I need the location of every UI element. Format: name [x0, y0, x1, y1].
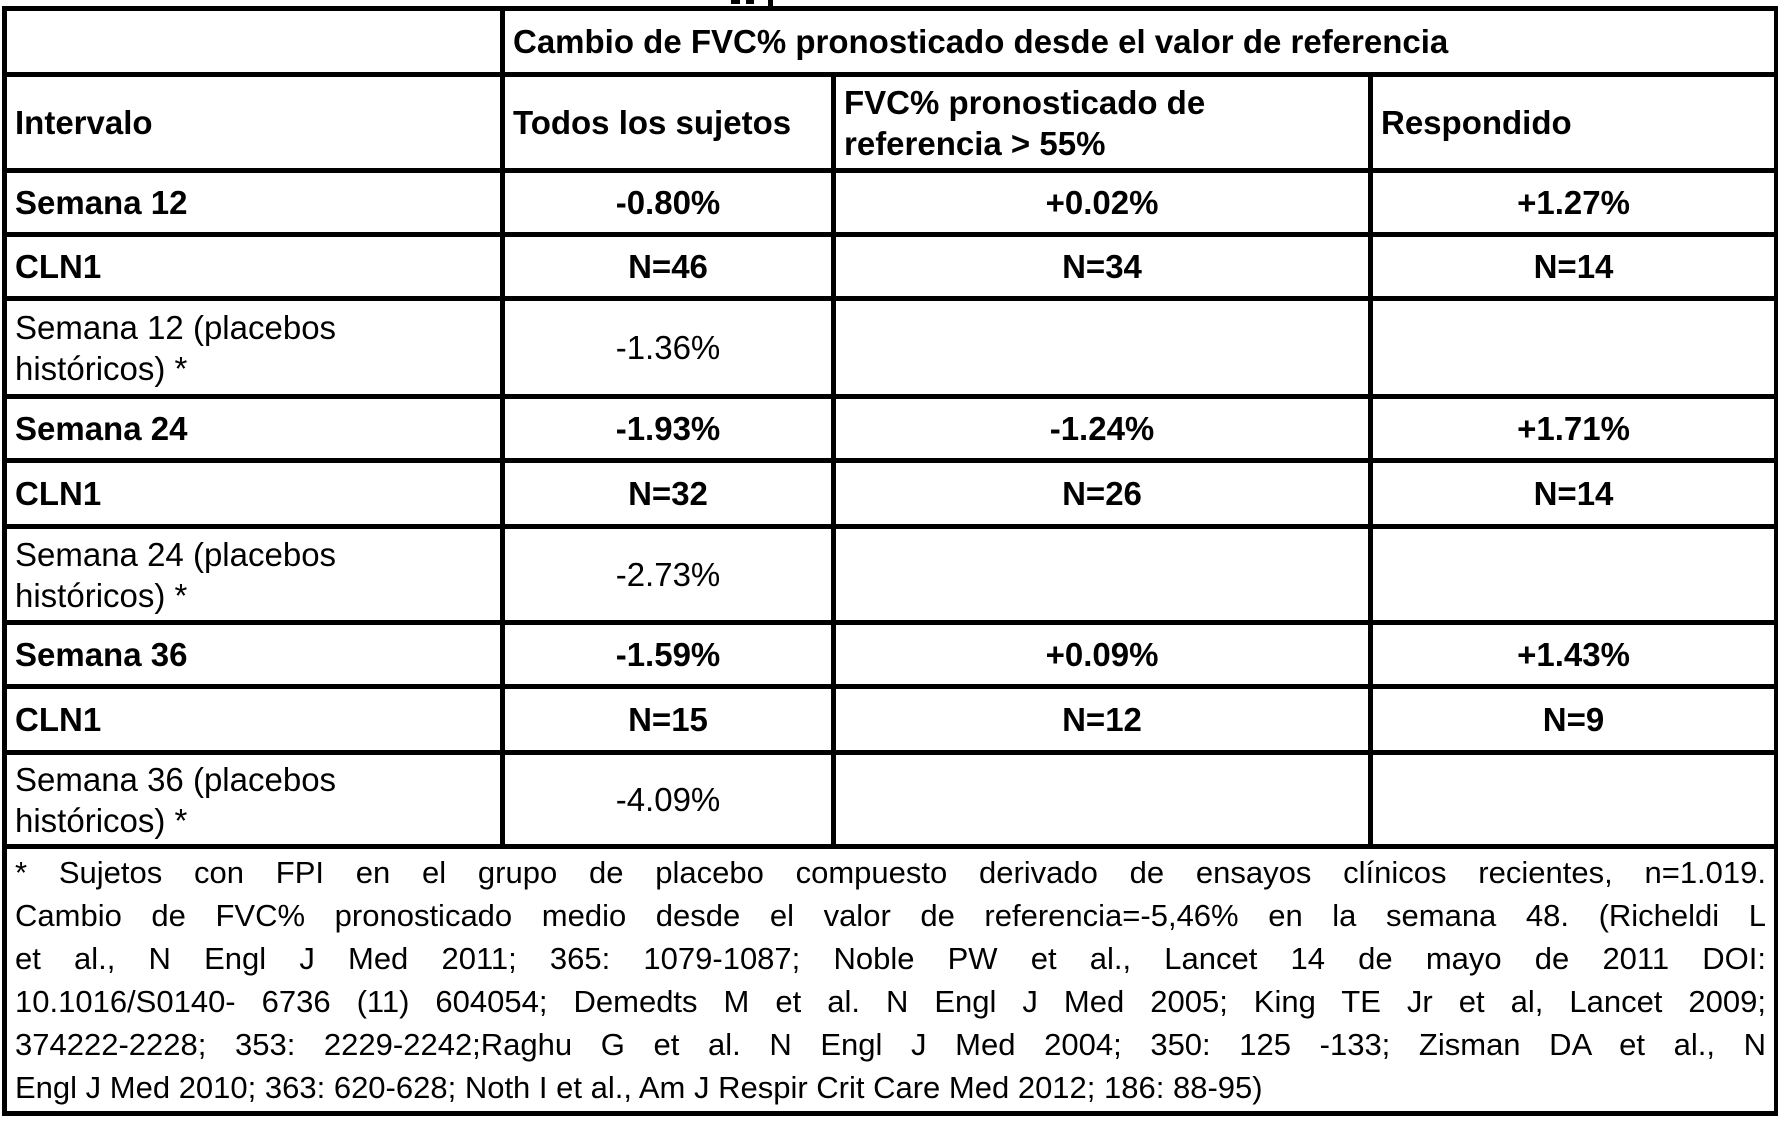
cell-value: N=14 [1367, 458, 1778, 529]
cell-value [1367, 296, 1778, 399]
fvc-change-table: Cambio de FVC% pronosticado desde el val… [1, 6, 1778, 1116]
footnote-row: * Sujetos con FPI en el grupo de placebo… [1, 844, 1778, 1116]
table-row-semana-24-placebos: Semana 24 (placebos históricos) * -2.73% [2, 524, 1778, 625]
cropped-text-remnant [731, 0, 740, 4]
cell-value: N=46 [500, 232, 836, 301]
row-label: CLN1 [2, 684, 505, 755]
cell-value: -1.59% [500, 620, 836, 689]
cell-value: N=26 [831, 458, 1373, 529]
footnote-line: 374222-2228; 353: 2229-2242;Raghu G et a… [15, 1027, 1767, 1062]
empty-corner-cell [2, 6, 505, 77]
cell-value: -1.36% [500, 296, 836, 399]
cell-value: +0.02% [831, 168, 1373, 237]
table-row-semana-24: Semana 24 -1.93% -1.24% +1.71% [2, 394, 1778, 463]
cell-value: N=32 [500, 458, 836, 529]
table-row-semana-12-placebos: Semana 12 (placebos históricos) * -1.36% [2, 296, 1778, 399]
table-row-semana-36-placebos: Semana 36 (placebos históricos) * -4.09% [2, 750, 1778, 849]
row-label: CLN1 [2, 458, 505, 529]
table-row-semana-36: Semana 36 -1.59% +0.09% +1.43% [2, 620, 1778, 689]
footnote-line: 10.1016/S0140- 6736 (11) 604054; Demedts… [15, 984, 1767, 1019]
cell-value: -1.93% [500, 394, 836, 463]
cell-value [1367, 750, 1778, 849]
cell-value [831, 524, 1373, 625]
col-header-respondido: Respondido [1367, 72, 1778, 173]
row-label: CLN1 [2, 232, 505, 301]
cell-value [1367, 524, 1778, 625]
cell-value: N=12 [831, 684, 1373, 755]
row-label: Semana 12 (placebos históricos) * [2, 296, 505, 399]
cell-value: N=15 [500, 684, 836, 755]
row-label: Semana 36 [2, 620, 505, 689]
table-row-semana-12: Semana 12 -0.80% +0.02% +1.27% [2, 168, 1778, 237]
table-row-cln1-24: CLN1 N=32 N=26 N=14 [2, 458, 1778, 529]
col-header-fvc-referencia-55: FVC% pronosticado de referencia > 55% [831, 72, 1373, 173]
footnote-line: et al., N Engl J Med 2011; 365: 1079-108… [15, 941, 1767, 976]
cell-value: -4.09% [500, 750, 836, 849]
col-header-todos-los-sujetos: Todos los sujetos [500, 72, 836, 173]
cell-value: N=9 [1367, 684, 1778, 755]
cell-value: +1.43% [1367, 620, 1778, 689]
cell-value [831, 296, 1373, 399]
footnote-cell: * Sujetos con FPI en el grupo de placebo… [1, 844, 1778, 1116]
row-label: Semana 12 [2, 168, 505, 237]
cell-value: -1.24% [831, 394, 1373, 463]
cell-value: +0.09% [831, 620, 1373, 689]
column-header-row: Intervalo Todos los sujetos FVC% pronost… [2, 72, 1778, 173]
footnote-line: * Sujetos con FPI en el grupo de placebo… [15, 855, 1767, 890]
cropped-text-remnant [768, 0, 773, 11]
cell-value: +1.27% [1367, 168, 1778, 237]
table-row-cln1-12: CLN1 N=46 N=34 N=14 [2, 232, 1778, 301]
span-header-row: Cambio de FVC% pronosticado desde el val… [2, 6, 1778, 77]
span-header-cell: Cambio de FVC% pronosticado desde el val… [499, 6, 1778, 77]
row-label: Semana 24 (placebos históricos) * [2, 524, 505, 625]
col-header-intervalo: Intervalo [2, 72, 505, 173]
cropped-text-remnant [746, 0, 754, 4]
row-label: Semana 36 (placebos históricos) * [2, 750, 505, 849]
cell-value: -0.80% [500, 168, 836, 237]
table-row-cln1-36: CLN1 N=15 N=12 N=9 [2, 684, 1778, 755]
row-label: Semana 24 [2, 394, 505, 463]
cell-value: N=14 [1367, 232, 1778, 301]
footnote-line: Engl J Med 2010; 363: 620-628; Noth I et… [15, 1070, 1263, 1105]
cell-value [831, 750, 1373, 849]
cell-value: N=34 [831, 232, 1373, 301]
footnote-line: Cambio de FVC% pronosticado medio desde … [15, 898, 1767, 933]
cell-value: +1.71% [1367, 394, 1778, 463]
cell-value: -2.73% [500, 524, 836, 625]
